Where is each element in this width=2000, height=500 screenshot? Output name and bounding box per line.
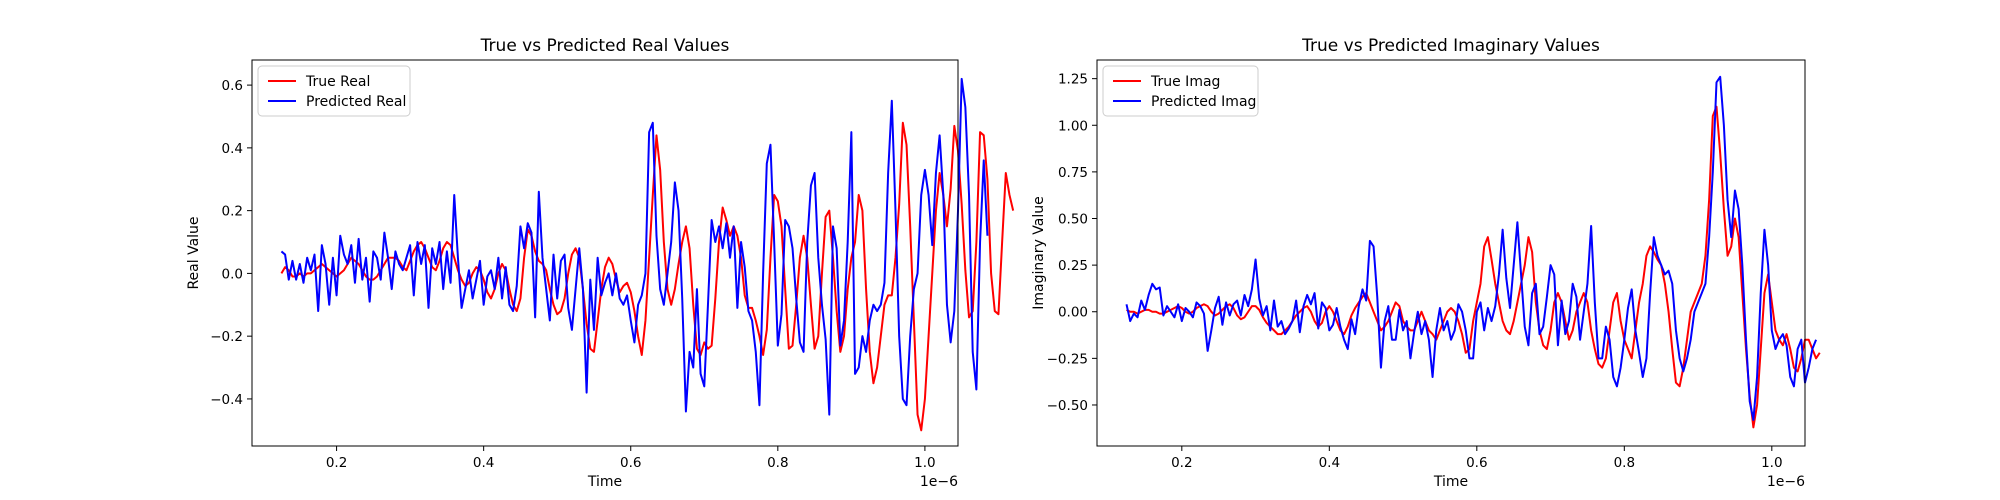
legend-box <box>1102 65 1259 117</box>
x-tick-label: 0.8 <box>1614 455 1635 471</box>
y-tick-label: −0.50 <box>1047 398 1088 414</box>
y-tick-label: 0.75 <box>1058 165 1088 181</box>
real-values-chart: 0.2 0.4 0.6 0.8 1.0 −0.4 −0.2 0.0 0.2 0.4 0.6 True … <box>186 36 1015 490</box>
legend-label-0: True Real <box>305 74 370 90</box>
legend-label-0: True Imag <box>1150 74 1220 90</box>
legend: True Imag Predicted Imag <box>1102 65 1259 117</box>
x-tick-label: 0.6 <box>1466 455 1487 471</box>
legend-label-1: Predicted Real <box>306 94 406 110</box>
x-tick-label: 1.0 <box>1761 455 1782 471</box>
y-tick-label: 0.25 <box>1058 258 1088 274</box>
x-axis-label: Time <box>1433 474 1468 490</box>
x-tick-label: 0.2 <box>1171 455 1192 471</box>
y-axis-label: Real Value <box>186 216 202 289</box>
y-tick-label: 1.00 <box>1058 118 1088 134</box>
y-tick-label: −0.25 <box>1047 351 1088 367</box>
chart-title: True vs Predicted Real Values <box>480 36 730 56</box>
y-tick-label: 0.00 <box>1058 305 1088 321</box>
chart-title: True vs Predicted Imaginary Values <box>1301 36 1600 56</box>
x-tick-label: 0.4 <box>473 455 494 471</box>
x-tick-label: 0.2 <box>326 455 347 471</box>
x-axis-label: Time <box>587 474 622 490</box>
y-tick-label: −0.2 <box>210 329 243 345</box>
x-offset-label: 1e−6 <box>1767 474 1805 490</box>
x-tick-label: 0.6 <box>620 455 641 471</box>
y-tick-label: 0.4 <box>222 141 243 157</box>
imaginary-values-chart: 0.2 0.4 0.6 0.8 1.0 −0.50 −0.25 0.00 0.25 0.50 0.7… <box>1031 36 1821 490</box>
y-tick-label: 0.2 <box>222 204 243 220</box>
series-line-1 <box>1125 75 1817 421</box>
series-line-1 <box>280 77 989 416</box>
y-tick-label: 1.25 <box>1058 72 1088 88</box>
x-tick-label: 0.8 <box>767 455 788 471</box>
y-axis-label: Imaginary Value <box>1031 196 1047 310</box>
legend-box <box>257 65 411 117</box>
axes-frame <box>251 59 959 447</box>
y-tick-label: 0.0 <box>222 266 243 282</box>
axes-frame <box>1096 59 1806 447</box>
x-offset-label: 1e−6 <box>920 474 958 490</box>
x-tick-label: 0.4 <box>1319 455 1340 471</box>
series-line-0 <box>1126 105 1821 429</box>
legend: True Real Predicted Real <box>257 65 411 117</box>
x-tick-label: 1.0 <box>914 455 935 471</box>
y-tick-label: 0.50 <box>1058 212 1088 228</box>
legend-label-1: Predicted Imag <box>1151 94 1256 110</box>
y-tick-label: −0.4 <box>210 392 243 408</box>
y-tick-label: 0.6 <box>222 78 243 94</box>
